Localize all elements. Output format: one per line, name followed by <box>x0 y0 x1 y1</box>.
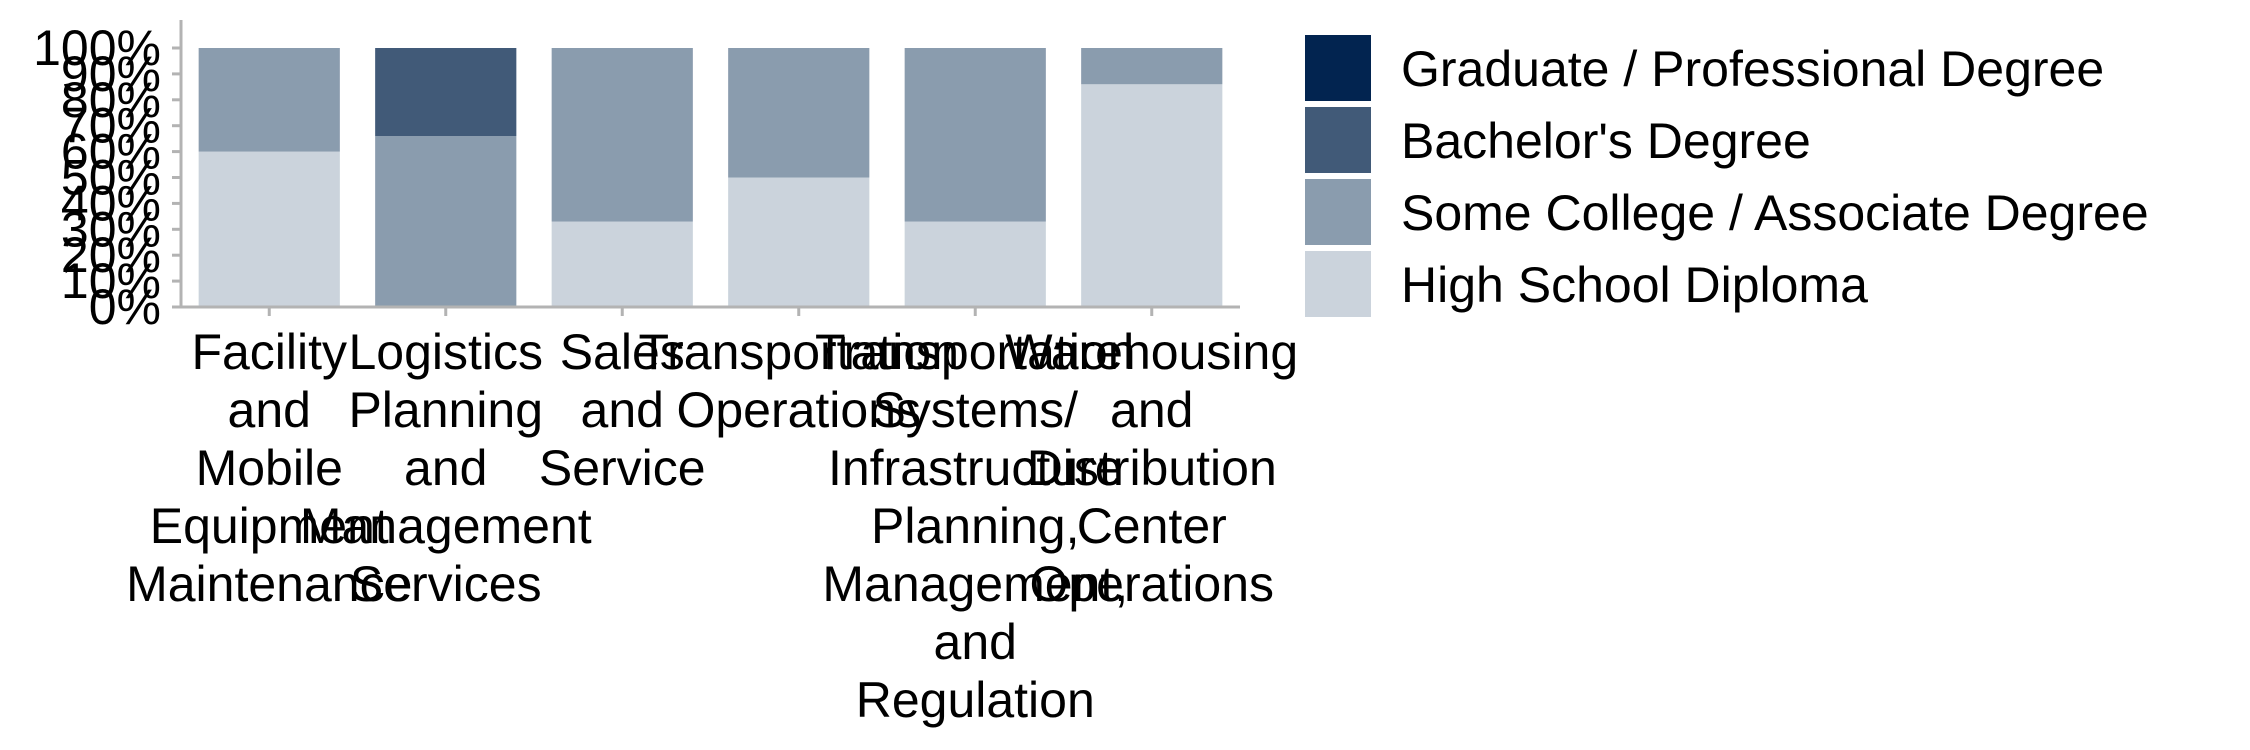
legend: Graduate / Professional Degree Bachelor's… <box>1303 33 2149 319</box>
y-tick-label: 80% <box>61 72 161 128</box>
y-tick-label: 60% <box>61 124 161 180</box>
bar-segment <box>904 221 1046 307</box>
x-tick-label: Sales and Service <box>539 324 706 496</box>
bar-segment <box>728 177 870 307</box>
legend-key <box>1303 249 1373 319</box>
bar-segment <box>551 221 693 307</box>
x-tick-label: Logistics Planning and Management Services <box>300 324 592 612</box>
bar-segment <box>728 48 870 178</box>
y-tick-label: 10% <box>61 253 161 309</box>
y-tick-label: 100% <box>33 20 161 76</box>
bars-layer <box>198 48 1223 307</box>
y-tick-label: 50% <box>61 150 161 206</box>
bar-segment <box>375 136 517 307</box>
bar-segment <box>375 48 517 137</box>
bar-segment <box>1081 84 1223 307</box>
x-tick-label: Warehousing and Distribution Center Operatio… <box>1005 324 1298 612</box>
y-tick-label: 90% <box>61 46 161 102</box>
y-tick-label: 0% <box>89 279 161 335</box>
y-axis: 0%10%20%30%40%50%60%70%80%90%100% <box>33 20 181 335</box>
legend-key <box>1303 33 1373 103</box>
y-tick-label: 20% <box>61 227 161 283</box>
legend-label: Graduate / Professional Degree <box>1401 41 2104 97</box>
y-tick-label: 40% <box>61 175 161 231</box>
legend-label: Bachelor's Degree <box>1401 113 1811 169</box>
legend-label: Some College / Associate Degree <box>1401 185 2149 241</box>
legend-label: High School Diploma <box>1401 257 1868 313</box>
x-axis: Facility and Mobile Equipment MaintenanceLog… <box>126 307 1298 728</box>
legend-key <box>1303 177 1373 247</box>
y-tick-label: 70% <box>61 98 161 154</box>
bar-segment <box>198 48 340 152</box>
x-tick-label: Facility and Mobile Equipment Maintenance <box>126 324 412 612</box>
x-tick-label: Transportation Systems/Infrastructure Plan… <box>815 324 1136 728</box>
bar-segment <box>1081 48 1223 85</box>
bar-segment <box>198 151 340 307</box>
bar-segment <box>551 48 693 222</box>
x-tick-label: Transportation Operations <box>638 324 959 438</box>
y-tick-label: 30% <box>61 201 161 257</box>
legend-key <box>1303 105 1373 175</box>
bar-segment <box>904 48 1046 222</box>
